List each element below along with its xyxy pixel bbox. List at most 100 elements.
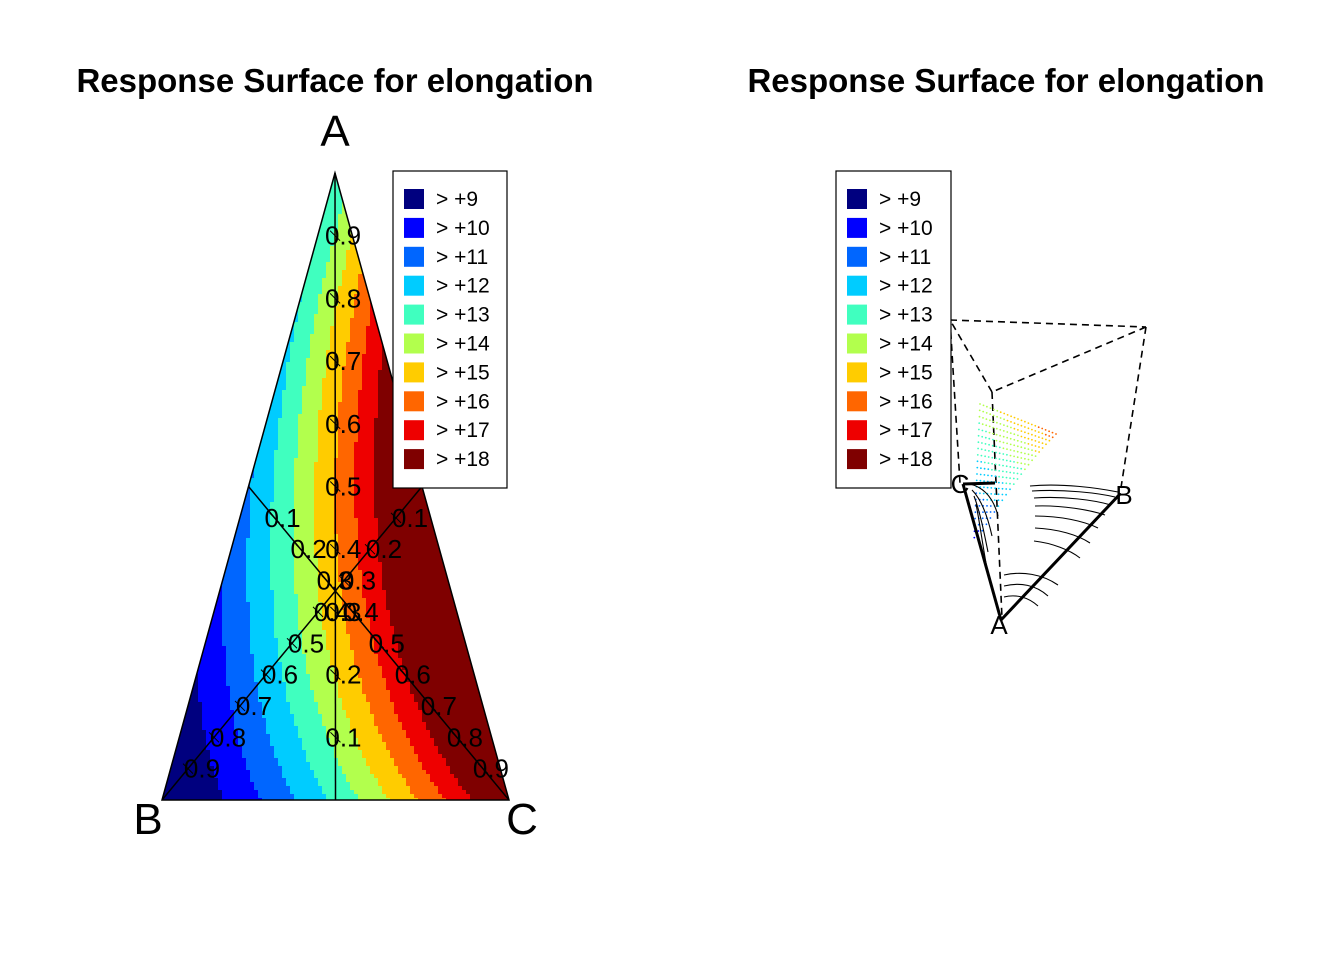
contour-cell bbox=[442, 554, 447, 559]
contour-cell bbox=[210, 638, 215, 643]
contour-cell bbox=[378, 654, 383, 659]
contour-cell bbox=[354, 466, 359, 471]
contour-cell bbox=[462, 678, 467, 683]
contour-cell bbox=[354, 382, 359, 387]
contour-cell bbox=[458, 650, 463, 655]
contour-cell bbox=[390, 590, 395, 595]
contour-cell bbox=[422, 602, 427, 607]
contour-cell bbox=[302, 574, 307, 579]
contour-cell bbox=[234, 678, 239, 683]
contour-cell bbox=[206, 646, 211, 651]
contour-cell bbox=[238, 522, 243, 527]
contour-cell bbox=[370, 454, 375, 459]
contour-cell bbox=[286, 326, 291, 331]
contour-cell bbox=[270, 638, 275, 643]
contour-cell bbox=[422, 674, 427, 679]
contour-cell bbox=[334, 354, 339, 359]
contour-cell bbox=[350, 594, 355, 599]
contour-cell bbox=[318, 262, 323, 267]
contour-cell bbox=[462, 658, 467, 663]
contour-cell bbox=[254, 638, 259, 643]
contour-cell bbox=[374, 622, 379, 627]
contour-cell bbox=[382, 566, 387, 571]
contour-cell bbox=[350, 442, 355, 447]
contour-cell bbox=[322, 638, 327, 643]
contour-cell bbox=[310, 550, 315, 555]
contour-cell bbox=[294, 410, 299, 415]
contour-cell bbox=[266, 526, 271, 531]
contour-cell bbox=[354, 518, 359, 523]
contour-cell bbox=[286, 454, 291, 459]
contour-cell bbox=[402, 550, 407, 555]
contour-cell bbox=[322, 262, 327, 267]
contour-cell bbox=[330, 314, 335, 319]
contour-cell bbox=[318, 362, 323, 367]
contour-cell bbox=[418, 518, 423, 523]
contour-cell bbox=[254, 646, 259, 651]
contour-cell bbox=[322, 590, 327, 595]
contour-cell bbox=[386, 382, 391, 387]
contour-cell bbox=[382, 418, 387, 423]
contour-cell bbox=[310, 546, 315, 551]
contour-cell bbox=[322, 538, 327, 543]
contour-cell bbox=[354, 326, 359, 331]
contour-cell bbox=[254, 522, 259, 527]
contour-cell bbox=[294, 330, 299, 335]
contour-cell bbox=[338, 358, 343, 363]
contour-cell bbox=[382, 650, 387, 655]
contour-cell bbox=[370, 498, 375, 503]
contour-cell bbox=[318, 430, 323, 435]
contour-cell bbox=[302, 510, 307, 515]
contour-cell bbox=[282, 334, 287, 339]
contour-cell bbox=[306, 534, 311, 539]
contour-cell bbox=[254, 526, 259, 531]
contour-cell bbox=[430, 546, 435, 551]
contour-cell bbox=[266, 570, 271, 575]
contour-cell bbox=[282, 406, 287, 411]
contour-cell bbox=[478, 670, 483, 675]
contour-cell bbox=[322, 226, 327, 231]
contour-cell bbox=[334, 230, 339, 235]
contour-cell bbox=[458, 658, 463, 663]
contour-cell bbox=[254, 674, 259, 679]
contour-cell bbox=[326, 490, 331, 495]
contour-cell bbox=[382, 582, 387, 587]
contour-cell bbox=[282, 574, 287, 579]
contour-cell bbox=[374, 326, 379, 331]
contour-cell bbox=[450, 650, 455, 655]
contour-cell bbox=[366, 498, 371, 503]
contour-cell bbox=[334, 346, 339, 351]
contour-cell bbox=[310, 610, 315, 615]
contour-cell bbox=[346, 374, 351, 379]
contour-cell bbox=[274, 614, 279, 619]
contour-cell bbox=[202, 678, 207, 683]
contour-cell bbox=[366, 402, 371, 407]
contour-cell bbox=[346, 674, 351, 679]
contour-cell bbox=[394, 618, 399, 623]
contour-cell bbox=[386, 522, 391, 527]
contour-cell bbox=[362, 386, 367, 391]
contour-cell bbox=[366, 622, 371, 627]
contour-cell bbox=[406, 570, 411, 575]
contour-cell bbox=[378, 578, 383, 583]
contour-cell bbox=[270, 650, 275, 655]
contour-cell bbox=[310, 314, 315, 319]
contour-cell bbox=[286, 354, 291, 359]
contour-cell bbox=[434, 634, 439, 639]
contour-cell bbox=[338, 462, 343, 467]
contour-cell bbox=[270, 434, 275, 439]
contour-cell bbox=[334, 198, 339, 203]
contour-cell bbox=[378, 562, 383, 567]
contour-cell bbox=[302, 630, 307, 635]
contour-cell bbox=[274, 434, 279, 439]
contour-cell bbox=[406, 630, 411, 635]
contour-cell bbox=[282, 358, 287, 363]
contour-cell bbox=[346, 390, 351, 395]
contour-cell bbox=[366, 566, 371, 571]
contour-cell bbox=[222, 674, 227, 679]
contour-cell bbox=[362, 382, 367, 387]
contour-cell bbox=[354, 638, 359, 643]
contour-cell bbox=[366, 302, 371, 307]
contour-cell bbox=[310, 646, 315, 651]
contour-cell bbox=[286, 682, 291, 687]
